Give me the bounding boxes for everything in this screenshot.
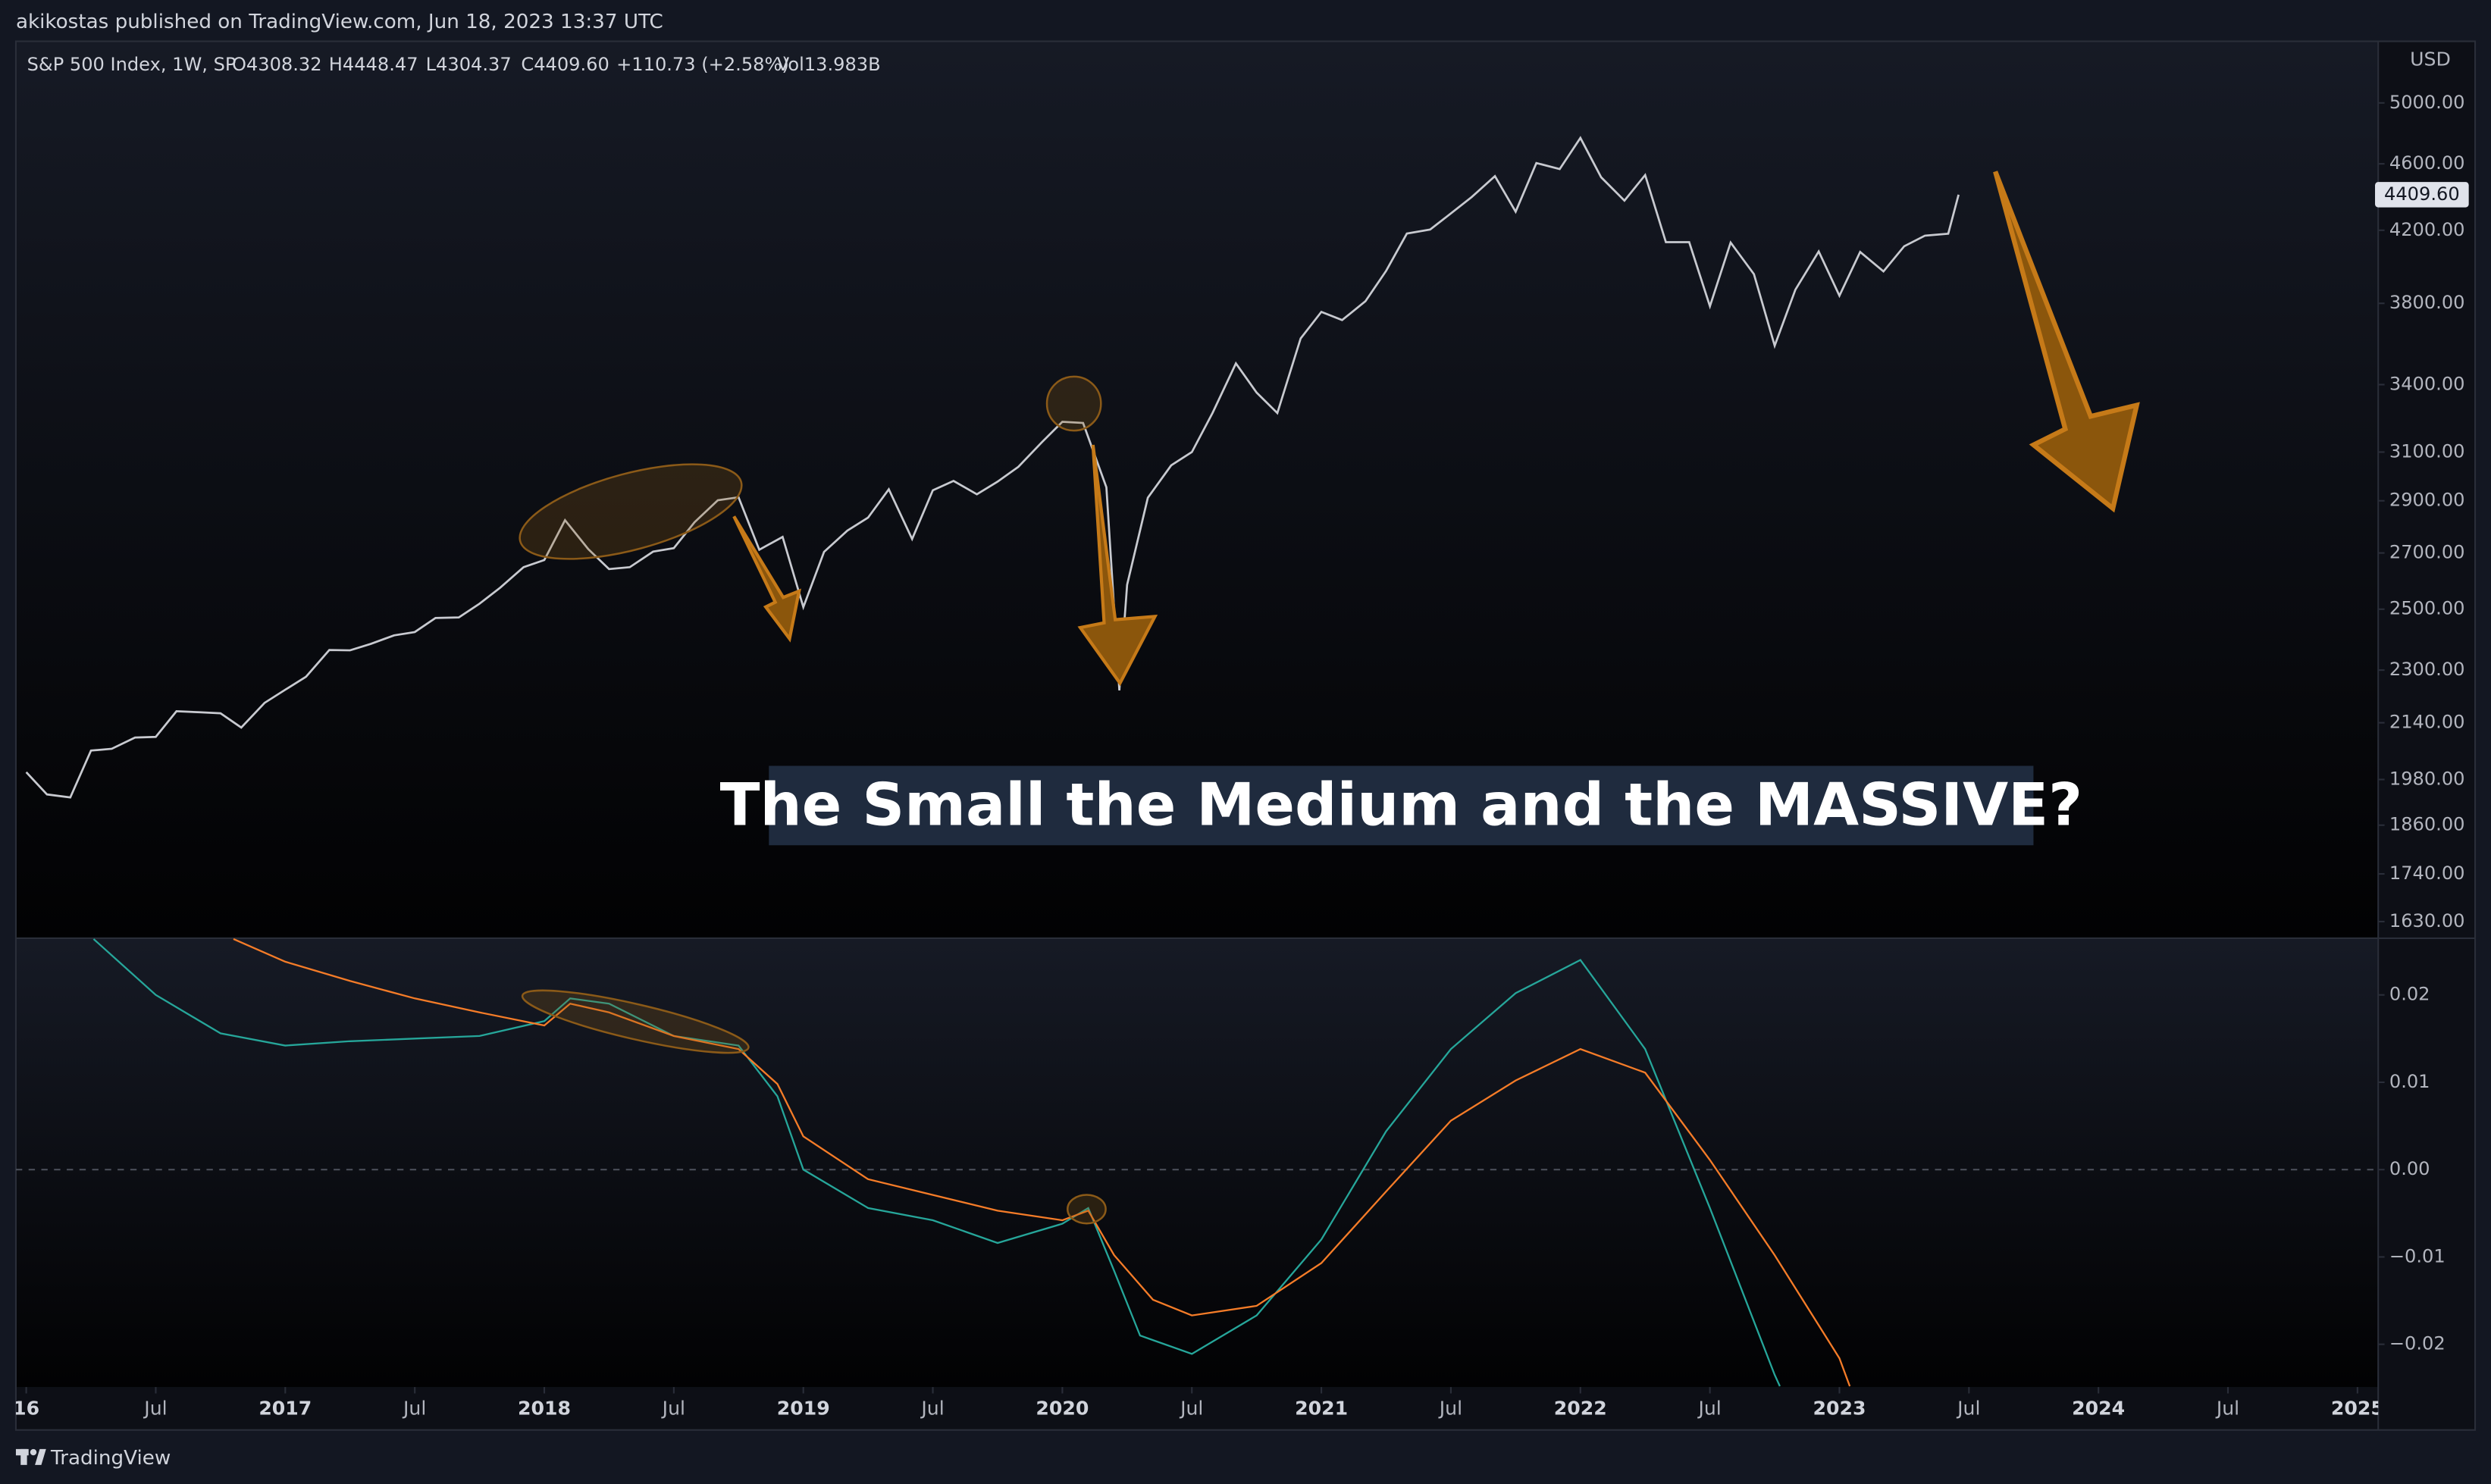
ellipse (1067, 1194, 1107, 1225)
series-group (25, 136, 1960, 799)
y-tick-label: 4600.00 (2389, 152, 2465, 174)
y-tick-label: 3800.00 (2389, 292, 2465, 313)
series-group (92, 938, 1851, 1387)
y-tick-label: 4200.00 (2389, 219, 2465, 240)
legend-value: L4304.37 (426, 54, 512, 75)
x-tick-label: 16 (13, 1397, 39, 1419)
x-tick-label: 2020 (1036, 1397, 1089, 1419)
y-tick-label: −0.01 (2389, 1245, 2446, 1266)
x-tick-label: 2023 (1813, 1397, 1866, 1419)
x-tick-label: 2019 (777, 1397, 830, 1419)
legend-title: S&P 500 Index, 1W, SP (27, 54, 237, 75)
x-tick-label: 2022 (1554, 1397, 1607, 1419)
legend-value: Vol13.983B (777, 54, 881, 75)
y-tick-label: 1980.00 (2389, 768, 2465, 789)
circle (1045, 375, 1102, 432)
x-tick-label: Jul (143, 1397, 167, 1419)
line-series (92, 938, 1781, 1387)
y-tick-label: 2140.00 (2389, 712, 2465, 733)
x-tick-label: Jul (402, 1397, 426, 1419)
x-tick-label: Jul (1697, 1397, 1721, 1419)
y-tick-label: 1860.00 (2389, 814, 2465, 835)
price-label-box (2375, 182, 2469, 208)
x-tick-label: Jul (1179, 1397, 1203, 1419)
annotation: The Small the Medium and the MASSIVE? (720, 772, 2082, 840)
footer-logo (15, 1448, 46, 1465)
y-tick-label: 1630.00 (2389, 910, 2465, 931)
y-tick-label: 3100.00 (2389, 440, 2465, 462)
y-tick-label: −0.02 (2389, 1333, 2446, 1354)
logo-part (30, 1448, 37, 1456)
time-axis (15, 1387, 2379, 1430)
price-axis (2378, 41, 2476, 1430)
x-tick-label: Jul (661, 1397, 685, 1419)
x-tick-label: Jul (1438, 1397, 1462, 1419)
y-tick-label: 1740.00 (2389, 863, 2465, 884)
ellipse (519, 463, 743, 560)
y-tick-label: 3400.00 (2389, 373, 2465, 394)
indicator-pane (15, 938, 2379, 1388)
arrow-medium (1077, 444, 1158, 687)
legend-value: +110.73 (+2.58%) (616, 54, 789, 75)
y-tick-label: 0.01 (2389, 1071, 2430, 1092)
price-label: 4409.60 (2384, 183, 2460, 205)
header: akikostas published on TradingView.com, … (16, 11, 663, 33)
x-tick-label: Jul (2215, 1397, 2239, 1419)
arrow-small (732, 515, 801, 643)
annotation-box (769, 765, 2034, 846)
legend-value: O4308.32 (232, 54, 322, 75)
footer: TradingView (50, 1447, 171, 1470)
currency: USD (2410, 49, 2451, 70)
line-series (25, 136, 1960, 799)
arrow-massive (1993, 171, 2140, 513)
ellipse (521, 989, 750, 1054)
frame (14, 40, 2477, 1431)
y-tick-label: 0.00 (2389, 1158, 2430, 1179)
y-tick-label: 2700.00 (2389, 542, 2465, 563)
y-tick-label: 2300.00 (2389, 659, 2465, 680)
y-tick-label: 2900.00 (2389, 490, 2465, 511)
x-tick-label: Jul (920, 1397, 944, 1419)
legend-value: C4409.60 (521, 54, 609, 75)
y-tick-label: 2500.00 (2389, 598, 2465, 619)
x-tick-label: 2021 (1295, 1397, 1348, 1419)
drawings: The Small the Medium and the MASSIVE? (519, 171, 2140, 1225)
x-axis-labels: 16 Jul 2017 Jul 2018 Jul 2019 Jul 2020 Jul 2021 Jul… (13, 1387, 2384, 1419)
legend-value: H4448.47 (329, 54, 418, 75)
x-tick-label: Jul (1956, 1397, 1980, 1419)
x-tick-label: 2025 (2331, 1397, 2384, 1419)
line-series (233, 938, 1851, 1387)
x-tick-label: 2017 (258, 1397, 312, 1419)
y-tick-label: 0.02 (2389, 984, 2430, 1005)
y-tick-label: 5000.00 (2389, 92, 2465, 113)
x-tick-label: 2024 (2072, 1397, 2125, 1419)
x-tick-label: 2018 (518, 1397, 571, 1419)
logo-part (20, 1448, 27, 1465)
logo-part (35, 1448, 46, 1465)
